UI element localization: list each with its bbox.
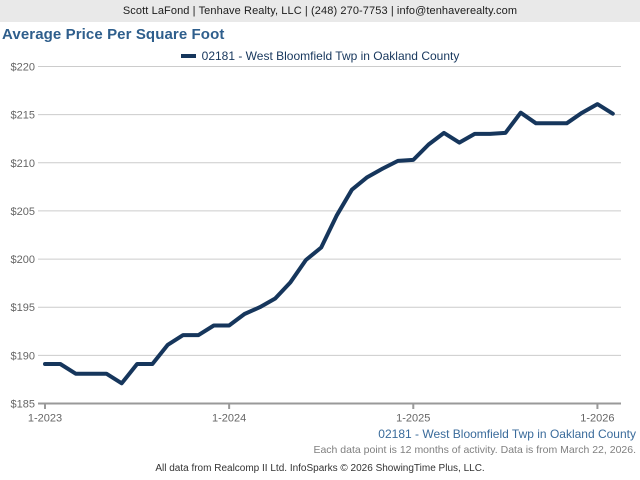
svg-text:1-2026: 1-2026: [580, 413, 614, 425]
svg-text:1-2023: 1-2023: [28, 413, 62, 425]
footer-series-label: 02181 - West Bloomfield Twp in Oakland C…: [378, 427, 636, 441]
legend-series-label: 02181 - West Bloomfield Twp in Oakland C…: [201, 49, 460, 63]
svg-text:$220: $220: [11, 62, 35, 74]
svg-text:$215: $215: [11, 110, 35, 122]
data-note: Each data point is 12 months of activity…: [313, 444, 636, 456]
agent-contact-line: Scott LaFond | Tenhave Realty, LLC | (24…: [122, 5, 518, 17]
page-title: Average Price Per Square Foot: [2, 26, 225, 43]
svg-text:1-2025: 1-2025: [396, 413, 430, 425]
svg-text:$195: $195: [11, 302, 35, 314]
svg-text:$185: $185: [11, 399, 35, 411]
legend-line-marker: [180, 54, 196, 58]
svg-text:1-2024: 1-2024: [212, 413, 246, 425]
header-bar: Scott LaFond | Tenhave Realty, LLC | (24…: [0, 0, 640, 22]
price-line-chart: $185 $190 $195 $200 $205 $210 $215 $220 1-2023 1-…: [11, 62, 621, 425]
svg-text:$210: $210: [11, 158, 35, 170]
copyright-line: All data from Realcomp II Ltd. InfoSpark…: [155, 463, 485, 474]
svg-text:$200: $200: [11, 254, 35, 266]
svg-text:$190: $190: [11, 350, 35, 362]
svg-text:$205: $205: [11, 206, 35, 218]
chart-legend: 02181 - West Bloomfield Twp in Oakland C…: [0, 49, 640, 63]
